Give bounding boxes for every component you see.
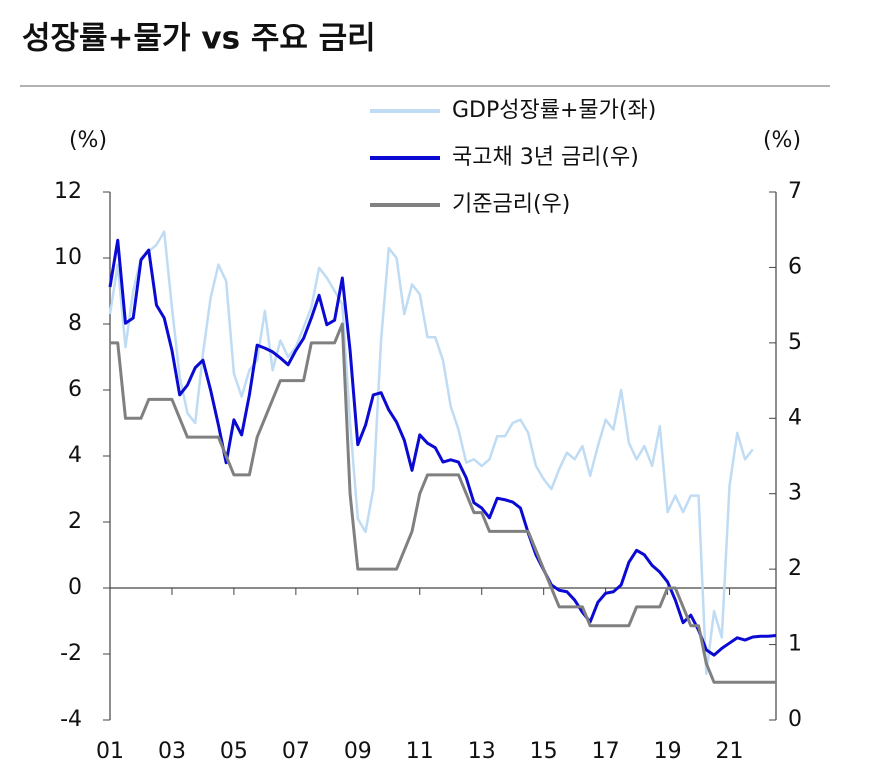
series-line	[110, 322, 776, 684]
x-tick-label: 09	[344, 739, 372, 764]
legend-label: 기준금리(우)	[452, 192, 570, 217]
x-tick-label: 07	[282, 739, 310, 764]
y2-tick-label: 0	[788, 707, 802, 732]
y-tick-label: 12	[54, 179, 82, 204]
x-tick-label: 17	[592, 739, 620, 764]
y-tick-label: 10	[54, 245, 82, 270]
chart-title: 성장률+물가 vs 주요 금리	[22, 21, 376, 57]
y2-tick-label: 7	[788, 179, 802, 204]
y2-tick-label: 6	[788, 254, 802, 279]
x-tick-label: 19	[654, 739, 682, 764]
y2-tick-label: 4	[788, 405, 802, 430]
y2-tick-label: 3	[788, 481, 802, 506]
y-tick-label: 8	[68, 311, 82, 336]
x-tick-label: 13	[468, 739, 496, 764]
y2-tick-label: 2	[788, 556, 802, 581]
y-tick-label: 6	[68, 377, 82, 402]
legend-label: 국고채 3년 금리(우)	[452, 145, 639, 170]
x-tick-label: 15	[530, 739, 558, 764]
y-tick-label: -4	[60, 707, 82, 732]
y-tick-label: 0	[68, 575, 82, 600]
y2-tick-label: 1	[788, 632, 802, 657]
x-tick-label: 03	[158, 739, 186, 764]
x-tick-label: 01	[96, 739, 124, 764]
legend-label: GDP성장률+물가(좌)	[452, 98, 656, 123]
y-tick-label: 4	[68, 443, 82, 468]
y-axis-label: (%)	[69, 128, 107, 153]
y-tick-label: -2	[60, 641, 82, 666]
x-tick-label: 11	[406, 739, 434, 764]
y2-tick-label: 5	[788, 330, 802, 355]
y2-axis-label: (%)	[763, 128, 801, 153]
x-tick-label: 21	[716, 739, 744, 764]
series-line	[108, 230, 754, 676]
x-tick-label: 05	[220, 739, 248, 764]
series-line	[108, 238, 777, 657]
y-tick-label: 2	[68, 509, 82, 534]
